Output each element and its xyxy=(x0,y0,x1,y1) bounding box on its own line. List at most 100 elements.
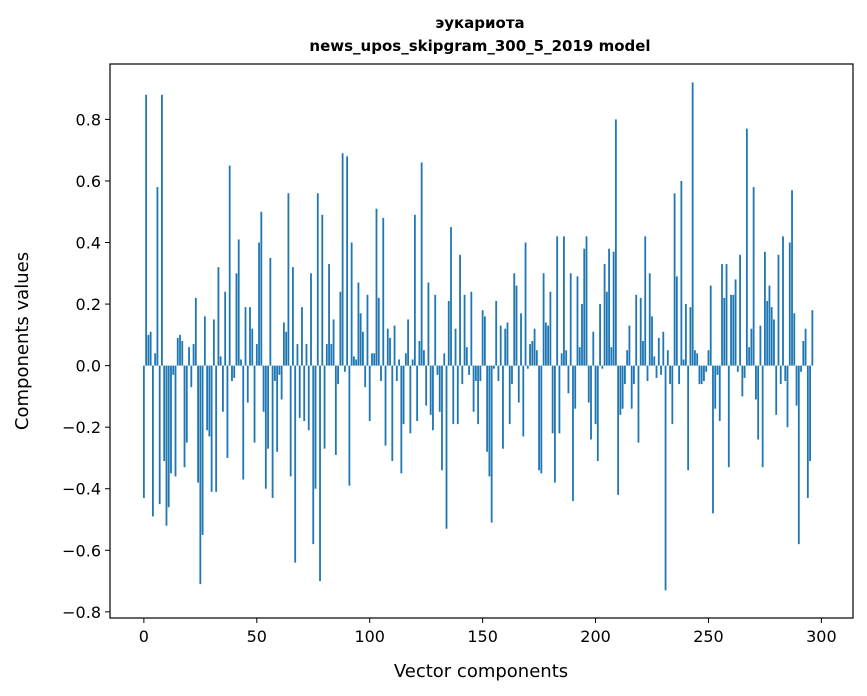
y-tick-label: −0.8 xyxy=(62,603,101,622)
bar-228 xyxy=(657,337,660,366)
bar-12 xyxy=(170,365,172,474)
bar-265 xyxy=(741,365,744,397)
bar-189 xyxy=(569,273,572,366)
y-tick-label: 0.0 xyxy=(76,357,101,376)
bar-198 xyxy=(590,365,592,440)
bar-109 xyxy=(389,337,391,366)
bar-226 xyxy=(653,356,656,366)
bar-88 xyxy=(341,153,344,366)
bar-251 xyxy=(709,285,712,366)
bar-2 xyxy=(147,334,150,366)
y-tick-label: −0.4 xyxy=(62,480,101,499)
bar-211 xyxy=(619,365,622,415)
bar-89 xyxy=(343,365,346,372)
bar-188 xyxy=(567,365,570,394)
bar-252 xyxy=(712,365,714,514)
bar-34 xyxy=(219,356,222,366)
bar-55 xyxy=(267,365,269,449)
bar-7 xyxy=(158,365,161,505)
bar-151 xyxy=(483,316,486,366)
bar-193 xyxy=(578,347,581,366)
bar-99 xyxy=(366,294,369,366)
bar-139 xyxy=(456,365,459,425)
bar-123 xyxy=(420,162,423,366)
bar-38 xyxy=(228,165,231,366)
bar-286 xyxy=(788,242,791,366)
bar-114 xyxy=(400,365,403,474)
bar-24 xyxy=(197,365,199,483)
bar-3 xyxy=(149,331,152,366)
bar-130 xyxy=(436,365,439,375)
bar-209 xyxy=(614,119,617,366)
bar-103 xyxy=(375,208,378,366)
bar-137 xyxy=(452,365,455,425)
bar-86 xyxy=(337,365,339,385)
bar-218 xyxy=(635,294,638,366)
bar-206 xyxy=(608,248,610,366)
bar-0 xyxy=(142,365,145,498)
bar-82 xyxy=(328,264,330,366)
bar-133 xyxy=(443,353,446,366)
bar-204 xyxy=(603,264,606,366)
bar-149 xyxy=(479,365,482,382)
y-tick-label: 0.8 xyxy=(76,110,101,129)
y-tick-label: −0.6 xyxy=(62,541,101,560)
x-axis-ticks: 0 50 100 150 200 250 300 xyxy=(139,618,837,646)
bar-47 xyxy=(249,307,251,366)
bar-208 xyxy=(612,251,615,366)
bar-56 xyxy=(269,257,272,366)
bar-138 xyxy=(454,328,457,366)
bar-272 xyxy=(757,365,760,440)
bar-167 xyxy=(520,313,522,366)
bar-42 xyxy=(237,239,240,366)
bar-191 xyxy=(574,365,577,409)
bar-96 xyxy=(359,313,362,366)
x-tick-label: 250 xyxy=(693,627,724,646)
bar-20 xyxy=(188,347,190,366)
bar-18 xyxy=(183,365,186,468)
bar-57 xyxy=(271,365,274,498)
bar-205 xyxy=(605,291,608,366)
bar-180 xyxy=(549,291,552,366)
bar-170 xyxy=(526,365,529,369)
bar-126 xyxy=(427,282,430,366)
bar-158 xyxy=(499,325,502,366)
bar-183 xyxy=(556,236,559,366)
bar-16 xyxy=(179,334,181,366)
bar-292 xyxy=(802,341,805,366)
bar-237 xyxy=(678,365,681,385)
bar-261 xyxy=(732,294,735,366)
bar-258 xyxy=(725,264,728,366)
bar-200 xyxy=(594,365,597,425)
bar-156 xyxy=(495,300,498,366)
bar-1 xyxy=(145,94,148,366)
bar-91 xyxy=(348,365,351,486)
x-tick-label: 200 xyxy=(580,627,611,646)
bar-179 xyxy=(547,325,550,366)
bar-281 xyxy=(777,254,780,366)
bar-118 xyxy=(409,365,412,434)
bar-146 xyxy=(472,365,475,412)
bar-78 xyxy=(319,365,321,582)
bar-259 xyxy=(727,365,730,468)
x-tick-label: 100 xyxy=(354,627,385,646)
bar-283 xyxy=(782,236,784,366)
bar-169 xyxy=(524,242,527,366)
bar-33 xyxy=(217,267,220,366)
y-tick-label: −0.2 xyxy=(62,418,101,437)
bar-291 xyxy=(800,365,802,372)
bar-143 xyxy=(465,347,468,366)
bar-104 xyxy=(377,297,380,366)
bar-235 xyxy=(673,193,676,366)
bar-6 xyxy=(156,187,159,366)
bar-27 xyxy=(203,316,206,366)
bar-129 xyxy=(434,294,437,366)
bar-270 xyxy=(752,187,755,366)
bar-210 xyxy=(617,365,620,495)
bar-9 xyxy=(163,365,166,462)
bar-263 xyxy=(736,365,739,372)
bar-288 xyxy=(793,313,796,366)
bar-278 xyxy=(770,307,773,366)
bar-186 xyxy=(563,236,565,366)
bar-221 xyxy=(642,341,644,366)
